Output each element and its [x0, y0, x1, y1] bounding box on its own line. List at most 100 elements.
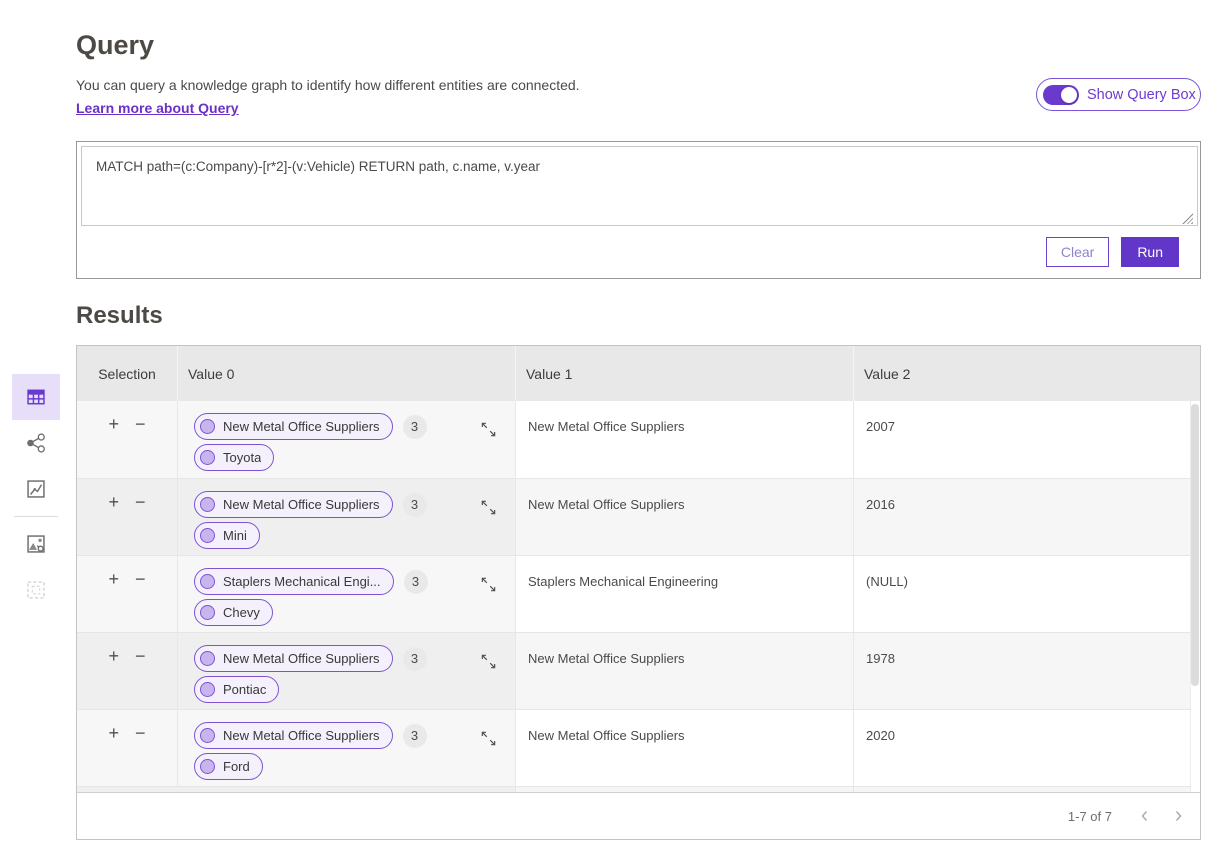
- pagination-bar: 1-7 of 7: [77, 792, 1200, 839]
- value1-cell: Staplers Mechanical Engineering: [515, 555, 853, 632]
- entity-pill[interactable]: Staplers Mechanical Engi...: [194, 568, 394, 595]
- switch-on-icon[interactable]: [1043, 84, 1079, 105]
- run-button[interactable]: Run: [1121, 237, 1179, 267]
- plus-icon[interactable]: +: [108, 646, 119, 666]
- plus-icon[interactable]: +: [108, 569, 119, 589]
- clear-button[interactable]: Clear: [1045, 237, 1110, 267]
- path-count-badge: 3: [402, 646, 427, 671]
- chart-view-icon: [27, 480, 45, 498]
- map-view-icon: [27, 535, 45, 553]
- toggle-label: Show Query Box: [1087, 86, 1196, 103]
- value1-cell: New Metal Office Suppliers: [515, 632, 853, 709]
- table-row: + − New Metal Office Suppliers 3 Ford: [77, 709, 1200, 786]
- grid-view-icon: [27, 581, 45, 599]
- textarea-resize-handle[interactable]: [1182, 213, 1193, 224]
- value2-cell: 2020: [853, 709, 1200, 786]
- learn-more-link[interactable]: Learn more about Query: [76, 100, 239, 116]
- entity-dot-icon: [200, 419, 215, 434]
- table-row: + − New Metal Office Suppliers 3 Mini: [77, 478, 1200, 555]
- vehicle-pill[interactable]: Toyota: [194, 444, 275, 471]
- vehicle-pill-label: Chevy: [223, 605, 260, 620]
- entity-dot-icon: [200, 728, 215, 743]
- entity-dot-icon: [200, 574, 215, 589]
- path-count-badge: 3: [402, 492, 427, 517]
- minus-icon[interactable]: −: [135, 723, 146, 743]
- minus-icon[interactable]: −: [135, 492, 146, 512]
- value2-cell: 2007: [853, 401, 1200, 478]
- query-box: MATCH path=(c:Company)-[r*2]-(v:Vehicle)…: [76, 141, 1201, 279]
- show-query-box-toggle[interactable]: Show Query Box: [1036, 78, 1201, 111]
- table-row: + − Staplers Mechanical Engi... 3 Chevy: [77, 555, 1200, 632]
- value2-cell: 1978: [853, 632, 1200, 709]
- page-range-label: 1-7 of 7: [1067, 808, 1112, 824]
- sidebar-item-chart-view[interactable]: [12, 466, 60, 512]
- vehicle-pill[interactable]: Chevy: [194, 599, 273, 626]
- page-description: You can query a knowledge graph to ident…: [76, 77, 580, 93]
- page-title: Query: [76, 30, 155, 60]
- query-input[interactable]: MATCH path=(c:Company)-[r*2]-(v:Vehicle)…: [81, 146, 1198, 226]
- path-count-badge: 3: [403, 569, 428, 594]
- plus-icon[interactable]: +: [108, 414, 119, 434]
- plus-icon[interactable]: +: [108, 492, 119, 512]
- value1-cell: New Metal Office Suppliers: [515, 709, 853, 786]
- table-body: + − New Metal Office Suppliers 3 Toyota: [77, 401, 1200, 792]
- expand-arrows-icon[interactable]: [480, 499, 497, 516]
- link-chart-icon: [27, 433, 45, 453]
- value1-cell: New Metal Office Suppliers: [515, 478, 853, 555]
- table-row: + − New Metal Office Suppliers 3 Pontiac: [77, 632, 1200, 709]
- results-title: Results: [76, 302, 163, 329]
- expand-arrows-icon[interactable]: [480, 421, 497, 438]
- vehicle-pill-label: Toyota: [223, 450, 262, 465]
- chevron-right-icon[interactable]: [1168, 806, 1188, 826]
- entity-dot-icon: [200, 605, 215, 620]
- entity-pill-label: New Metal Office Suppliers: [223, 497, 380, 512]
- entity-dot-icon: [200, 528, 215, 543]
- scrollbar-thumb[interactable]: [1191, 404, 1199, 686]
- value2-cell: 2016: [853, 478, 1200, 555]
- column-header-selection: Selection: [98, 365, 156, 382]
- results-view-sidebar: [12, 374, 60, 613]
- entity-pill-label: New Metal Office Suppliers: [223, 728, 380, 743]
- entity-dot-icon: [200, 497, 215, 512]
- entity-pill[interactable]: New Metal Office Suppliers: [194, 645, 393, 672]
- column-header-value1: Value 1: [515, 346, 853, 401]
- minus-icon[interactable]: −: [135, 414, 146, 434]
- expand-arrows-icon[interactable]: [480, 730, 497, 747]
- table-view-icon: [27, 389, 45, 405]
- path-count-badge: 3: [402, 723, 427, 748]
- sidebar-item-table-view[interactable]: [12, 374, 60, 420]
- table-row-partial: [77, 786, 1200, 792]
- sidebar-divider: [14, 516, 58, 517]
- entity-pill[interactable]: New Metal Office Suppliers: [194, 491, 393, 518]
- vehicle-pill-label: Mini: [223, 528, 247, 543]
- column-header-value2: Value 2: [853, 346, 1200, 401]
- path-count-badge: 3: [402, 414, 427, 439]
- vehicle-pill[interactable]: Ford: [194, 753, 263, 780]
- entity-pill[interactable]: New Metal Office Suppliers: [194, 722, 393, 749]
- column-header-value0: Value 0: [177, 346, 515, 401]
- plus-icon[interactable]: +: [108, 723, 119, 743]
- vehicle-pill[interactable]: Mini: [194, 522, 260, 549]
- sidebar-item-grid-view-disabled: [12, 567, 60, 613]
- sidebar-item-map-view[interactable]: [12, 521, 60, 567]
- entity-pill-label: Staplers Mechanical Engi...: [223, 574, 381, 589]
- entity-pill[interactable]: New Metal Office Suppliers: [194, 413, 393, 440]
- minus-icon[interactable]: −: [135, 569, 146, 589]
- chevron-left-icon[interactable]: [1135, 806, 1155, 826]
- value2-cell: (NULL): [853, 555, 1200, 632]
- entity-dot-icon: [200, 651, 215, 666]
- vehicle-pill-label: Ford: [223, 759, 250, 774]
- entity-dot-icon: [200, 682, 215, 697]
- vehicle-pill[interactable]: Pontiac: [194, 676, 280, 703]
- table-header: Selection Value 0 Value 1 Value 2: [77, 346, 1200, 401]
- table-scrollbar[interactable]: [1190, 401, 1200, 792]
- vehicle-pill-label: Pontiac: [223, 682, 267, 697]
- expand-arrows-icon[interactable]: [480, 653, 497, 670]
- sidebar-item-link-chart-view[interactable]: [12, 420, 60, 466]
- minus-icon[interactable]: −: [135, 646, 146, 666]
- expand-arrows-icon[interactable]: [480, 576, 497, 593]
- query-box-footer: Clear Run: [77, 226, 1200, 278]
- entity-dot-icon: [200, 759, 215, 774]
- entity-pill-label: New Metal Office Suppliers: [223, 419, 380, 434]
